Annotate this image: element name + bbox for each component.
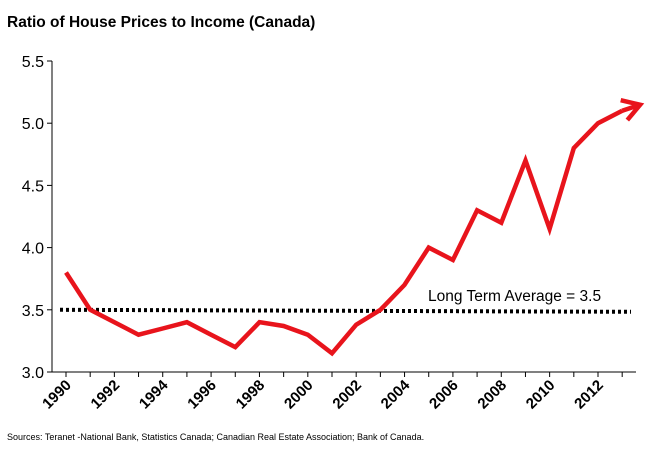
x-tick-label: 1996 [184, 377, 220, 413]
long-term-average-dotted-line [59, 307, 632, 314]
y-tick-label: 4.5 [22, 178, 44, 195]
x-tick-label: 1992 [88, 377, 124, 413]
x-tick-label: 2000 [281, 377, 317, 413]
x-tick-label: 1990 [39, 377, 75, 413]
y-tick-label: 3.0 [22, 365, 44, 382]
y-tick-label: 3.5 [22, 303, 44, 320]
x-tick-label: 2008 [474, 377, 510, 413]
chart-title: Ratio of House Prices to Income (Canada) [7, 14, 316, 31]
source-note: Sources: Teranet -National Bank, Statist… [7, 432, 425, 442]
x-tick-label: 2010 [523, 377, 559, 413]
series-line [64, 108, 624, 357]
x-tick-label: 2006 [426, 377, 462, 413]
y-tick-label: 4.0 [22, 241, 44, 258]
y-tick-label: 5.5 [22, 54, 44, 71]
series-layer [64, 98, 645, 357]
x-tick-label: 1994 [136, 376, 172, 412]
y-tick-label: 5.0 [22, 116, 44, 133]
x-tick-label: 2012 [571, 377, 607, 413]
long-term-average-label: Long Term Average = 3.5 [428, 288, 601, 305]
arrow-head [620, 98, 645, 122]
chart-labels: 3.0 3.5 4.0 4.5 5.0 5.5 1990 1992 1994 1996 1998 20… [22, 54, 607, 412]
x-tick-label: 2004 [378, 376, 414, 412]
chart-axes [47, 60, 636, 377]
long-term-average-line [59, 307, 632, 314]
x-tick-label: 2002 [329, 377, 365, 413]
x-tick-label: 1998 [233, 377, 269, 413]
